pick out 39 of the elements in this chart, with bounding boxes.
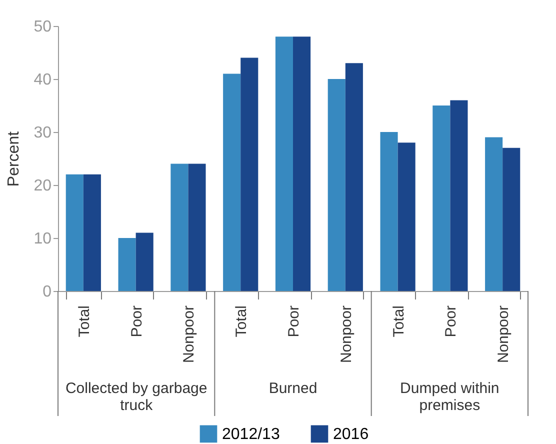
bar <box>223 74 241 291</box>
bar <box>450 100 468 291</box>
x-tick-label: Nonpoor <box>338 306 355 364</box>
bar <box>83 174 101 291</box>
bar <box>398 142 416 291</box>
x-tick-label: Total <box>233 306 250 338</box>
x-tick-label: Poor <box>128 306 146 338</box>
y-tick-label: 40 <box>34 72 52 88</box>
legend-label: 2012/13 <box>222 426 280 443</box>
y-axis-title: Percent <box>6 130 23 187</box>
y-tick-label: 10 <box>34 230 52 248</box>
text: Burned <box>268 380 318 397</box>
bar <box>240 58 258 291</box>
legend-label: 2016 <box>333 426 369 443</box>
text: Dumped within premises <box>400 380 500 414</box>
x-tick-label: Nonpoor <box>180 306 198 364</box>
bar <box>380 132 398 291</box>
bar <box>293 36 311 291</box>
x-tick-label: Poor <box>286 306 302 338</box>
bar <box>502 148 520 291</box>
y-tick-label: 50 <box>34 18 52 36</box>
bar <box>118 238 136 291</box>
bar <box>66 174 84 291</box>
bar <box>328 79 346 291</box>
x-tick-label: Poor <box>442 306 460 338</box>
bar <box>136 232 154 291</box>
x-tick-label: Nonpoor <box>495 306 512 364</box>
y-tick-label: 20 <box>34 178 52 194</box>
y-tick-label: 30 <box>34 124 52 142</box>
x-tick-label: Total <box>390 306 408 338</box>
bar <box>170 164 188 291</box>
bar <box>275 36 293 291</box>
x-tick-label: Total <box>76 306 93 338</box>
bar <box>345 63 363 291</box>
bar <box>432 106 450 291</box>
y-tick-label: 0 <box>42 284 52 300</box>
bar <box>188 164 206 291</box>
text: Collected by garbage truck <box>65 380 208 414</box>
bar <box>485 137 503 291</box>
